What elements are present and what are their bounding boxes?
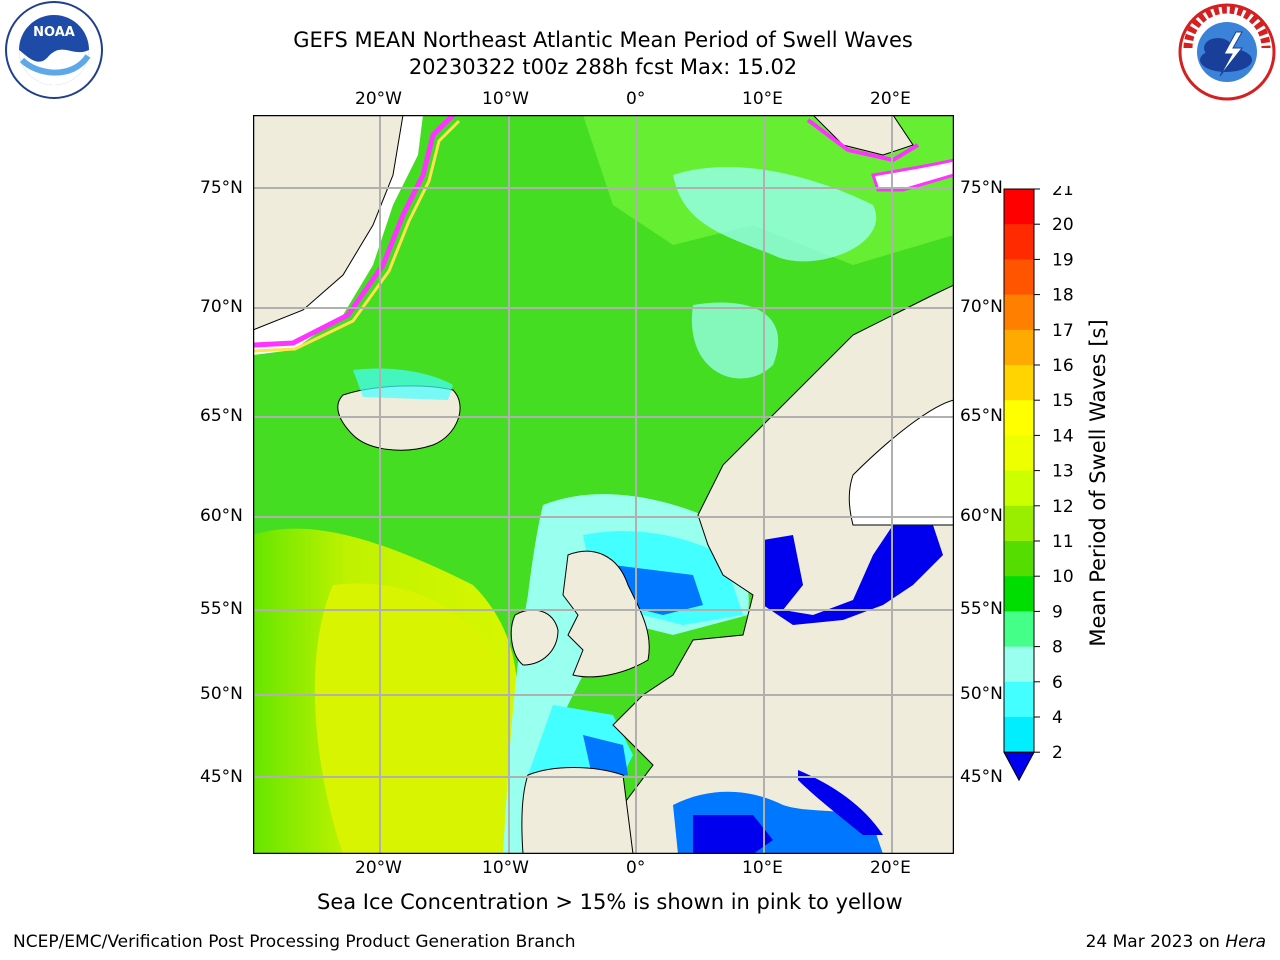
noaa-logo: NOAA [2,0,106,104]
barents-ice [871,158,954,192]
colorbar: 21 20 19 18 17 16 15 14 13 12 11 10 9 8 6 4 2 [1003,186,1074,782]
colorbar-band [1004,435,1034,472]
footer-credit: NCEP/EMC/Verification Post Processing Pr… [13,932,576,952]
lat-label-right: 75°N [960,178,1003,198]
colorbar-tick-label: 11 [1052,532,1074,552]
lon-label-bottom: 20°W [355,858,402,878]
colorbar-tick-label: 4 [1052,708,1063,728]
colorbar-tick-label: 12 [1052,497,1074,517]
lat-label-right: 60°N [960,506,1003,526]
swell-field-southwest-core [314,583,513,854]
colorbar-band [1004,611,1034,648]
colorbar-band [1004,365,1034,401]
lon-label-top: 10°E [742,89,783,109]
ice-edge [806,118,920,163]
colorbar-label: Mean Period of Swell Waves [s] [1086,319,1110,647]
nws-logo [1176,2,1278,104]
ice-edge [253,115,455,348]
colorbar-band [1004,329,1034,366]
colorbar-extension [1003,751,1035,782]
colorbar-tick-label: 14 [1052,426,1074,446]
colorbar-tick-label: 2 [1052,743,1063,763]
swell-field-adriatic [798,770,883,835]
lat-label-left: 60°N [200,506,243,526]
lon-label-bottom: 20°E [870,858,911,878]
swell-field-north-iceland [353,368,453,400]
lon-label-bottom: 0° [626,858,646,878]
colorbar-band [1004,505,1034,542]
colorbar-band [1004,470,1034,507]
noaa-logo-text: NOAA [33,25,75,40]
graticule [253,115,954,854]
swell-field-mediterranean-core [693,815,773,854]
land-ireland [510,609,559,666]
colorbar-band [1004,224,1034,260]
sea-ice-caption: Sea Ice Concentration > 15% is shown in … [317,890,903,914]
colorbar-band [1004,646,1034,683]
land-iberia [521,767,634,854]
lat-label-left: 70°N [200,297,243,317]
lon-label-top: 20°E [870,89,911,109]
lat-label-right: 55°N [960,599,1003,619]
colorbar-band [1004,681,1034,718]
land-greenland [253,115,404,331]
lat-label-right: 45°N [960,767,1003,787]
colorbar-tick-label: 16 [1052,356,1074,376]
colorbar-tick-label: 6 [1052,673,1063,693]
lon-label-top: 10°W [482,89,529,109]
colorbar-tick-label: 19 [1052,250,1074,270]
colorbar-tick-label: 9 [1052,602,1063,622]
lat-label-right: 70°N [960,297,1003,317]
lat-label-right: 50°N [960,684,1003,704]
lat-label-left: 50°N [200,684,243,704]
colorbar-tick-label: 17 [1052,321,1074,341]
colorbar-band [1004,400,1034,436]
lat-label-left: 45°N [200,767,243,787]
map-panel [253,115,954,854]
colorbar-band [1004,541,1034,577]
swell-field-baltic [763,525,943,625]
colorbar-band [1004,576,1034,612]
footer-host: Hera [1225,932,1266,952]
colorbar-tick-label: 10 [1052,567,1074,587]
colorbar-tick-label: 13 [1052,462,1074,482]
map-frame [253,115,954,854]
lon-label-top: 20°W [355,89,402,109]
footer-date-text: 24 Mar 2023 on [1085,932,1226,952]
lat-label-left: 75°N [200,178,243,198]
colorbar-tick-label: 21 [1052,186,1074,200]
lat-label-left: 55°N [200,599,243,619]
colorbar-tick-label: 15 [1052,391,1074,411]
colorbar-tick-label: 18 [1052,286,1074,306]
swell-field-norwegian-sea [673,166,877,262]
colorbar-band [1004,259,1034,296]
footer-date: 24 Mar 2023 on Hera [1086,932,1266,952]
ice-edge [253,119,461,353]
lat-label-right: 65°N [960,406,1003,426]
lon-label-bottom: 10°W [482,858,529,878]
land-great-britain [562,550,650,678]
chart-title: GEFS MEAN Northeast Atlantic Mean Period… [293,28,913,52]
colorbar-band [1004,717,1034,753]
colorbar-tick-label: 20 [1052,215,1074,235]
colorbar-tick-label: 8 [1052,638,1063,658]
lat-label-left: 65°N [200,406,243,426]
colorbar-band [1004,294,1034,331]
colorbar-band [1004,189,1034,225]
swell-field-norwegian-sea [691,302,779,379]
lon-label-bottom: 10°E [742,858,783,878]
chart-subtitle: 20230322 t00z 288h fcst Max: 15.02 [408,55,798,79]
lon-label-top: 0° [626,89,646,109]
